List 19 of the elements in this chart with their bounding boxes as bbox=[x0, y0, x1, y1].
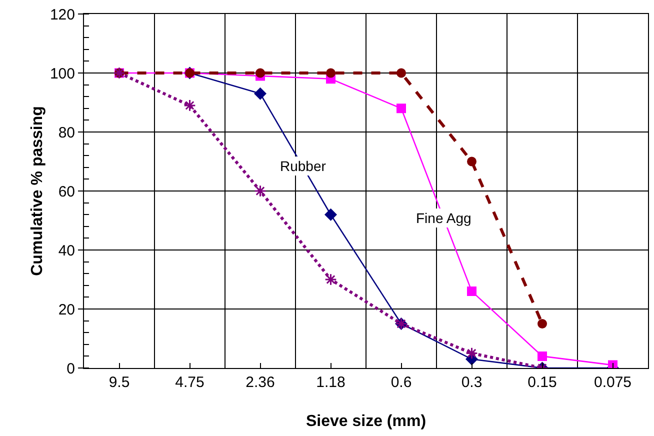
x-tick-label: 9.5 bbox=[108, 374, 130, 391]
x-tick-label: 4.75 bbox=[175, 374, 204, 391]
x-tick-label: 0.15 bbox=[528, 374, 557, 391]
y-tick-label: 60 bbox=[58, 183, 75, 200]
x-tick-label: 0.6 bbox=[390, 374, 412, 391]
x-tick-label: 1.18 bbox=[316, 374, 346, 391]
y-tick-label: 40 bbox=[58, 242, 75, 260]
x-tick-label: 0.075 bbox=[594, 374, 632, 391]
y-tick-label: 80 bbox=[58, 124, 75, 142]
x-tick-label: 2.36 bbox=[246, 374, 275, 391]
series-label: Fine Agg bbox=[416, 210, 472, 226]
y-tick-label: 0 bbox=[66, 360, 75, 378]
y-axis-title: Cumulative % passing bbox=[29, 106, 46, 276]
y-tick-label: 100 bbox=[50, 65, 75, 82]
x-axis-title: Sieve size (mm) bbox=[306, 413, 426, 430]
x-tick-label: 0.3 bbox=[461, 374, 482, 391]
series-label: Rubber bbox=[280, 158, 326, 174]
y-tick-label: 20 bbox=[58, 301, 75, 318]
y-tick-label: 120 bbox=[50, 6, 75, 24]
